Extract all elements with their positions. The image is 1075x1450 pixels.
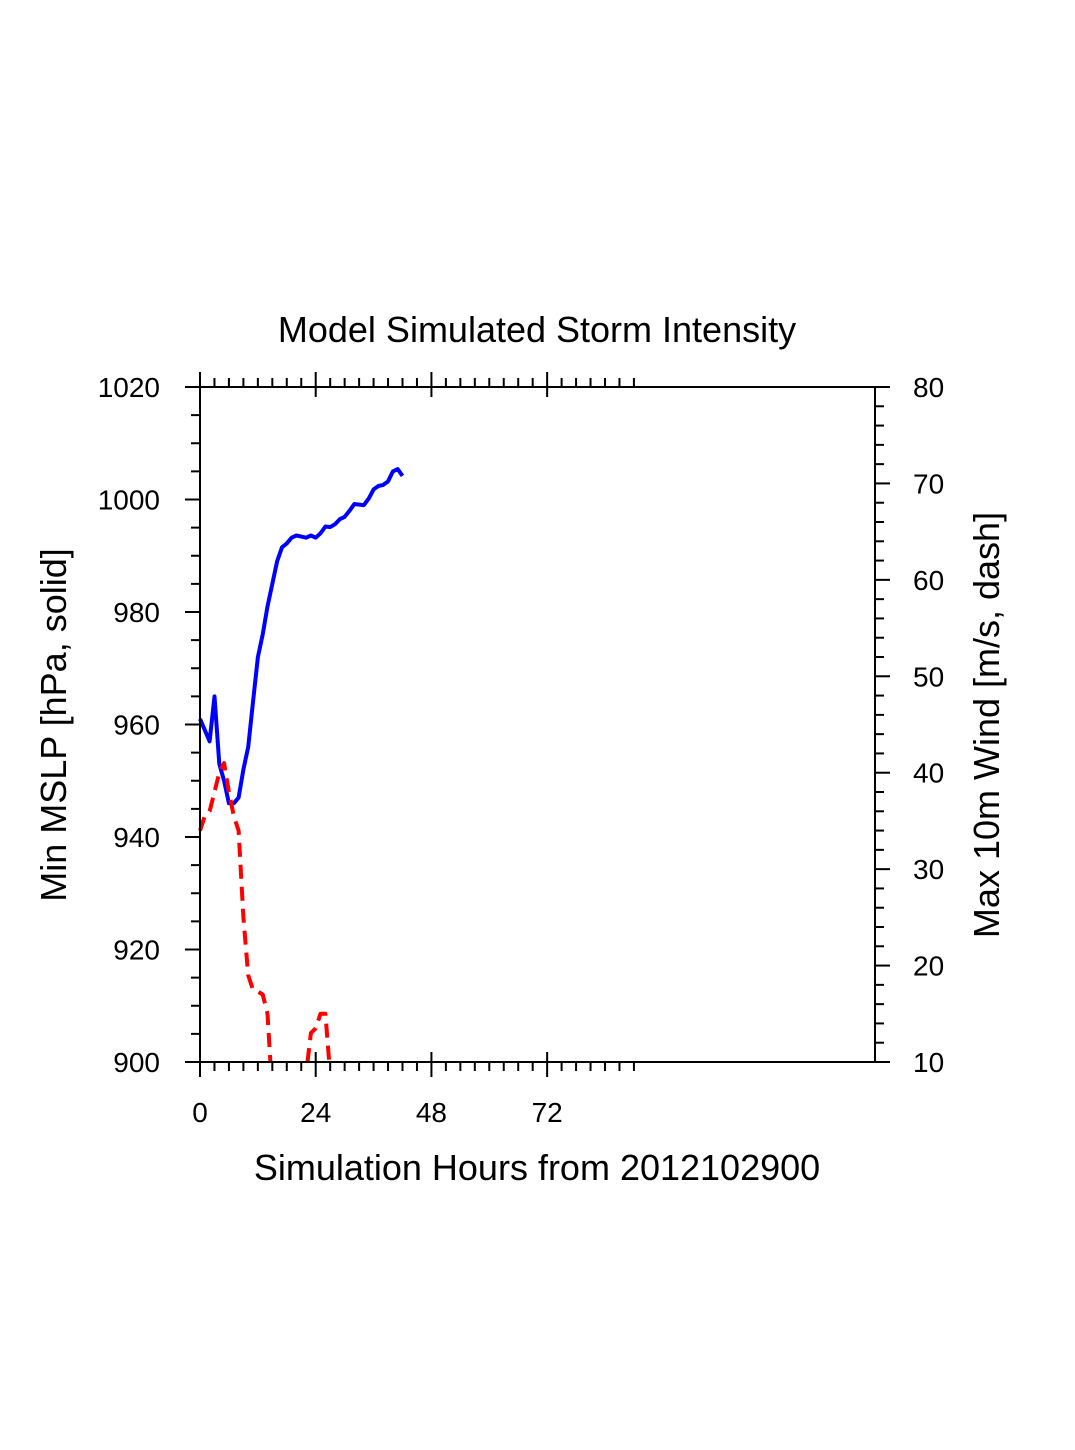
- y-right-tick-label: 10: [913, 1047, 944, 1078]
- y-right-tick-label: 50: [913, 661, 944, 692]
- y-axis-label-right: Max 10m Wind [m/s, dash]: [966, 512, 1007, 938]
- y-left-tick-label: 1000: [98, 485, 160, 516]
- x-tick-label: 24: [300, 1097, 331, 1128]
- y-right-tick-label: 40: [913, 758, 944, 789]
- y-left-tick-label: 900: [113, 1047, 160, 1078]
- y-left-tick-label: 920: [113, 935, 160, 966]
- y-right-tick-label: 20: [913, 951, 944, 982]
- y-right-tick-label: 60: [913, 565, 944, 596]
- x-tick-label: 0: [192, 1097, 208, 1128]
- series-layer: [198, 467, 405, 1063]
- y-left-tick-label: 980: [113, 597, 160, 628]
- mslp-line: [198, 467, 405, 806]
- y-left-tick-label: 1020: [98, 372, 160, 403]
- ticks-layer: [185, 372, 890, 1077]
- wind-line: [198, 761, 273, 1063]
- y-left-tick-label: 940: [113, 822, 160, 853]
- tick-labels-layer: 0 24 48 72900920940960980100010201020304050…: [98, 372, 944, 1128]
- x-tick-label: 48: [416, 1097, 447, 1128]
- y-right-tick-label: 70: [913, 468, 944, 499]
- plot-frame: [199, 386, 876, 1063]
- chart-title: Model Simulated Storm Intensity: [278, 309, 796, 350]
- y-left-tick-label: 960: [113, 710, 160, 741]
- wind-line-segment-2: [305, 1011, 332, 1063]
- x-tick-label: 72: [532, 1097, 563, 1128]
- y-right-tick-label: 30: [913, 854, 944, 885]
- y-axis-label-left: Min MSLP [hPa, solid]: [33, 548, 74, 902]
- x-axis-label: Simulation Hours from 2012102900: [254, 1147, 820, 1188]
- y-right-tick-label: 80: [913, 372, 944, 403]
